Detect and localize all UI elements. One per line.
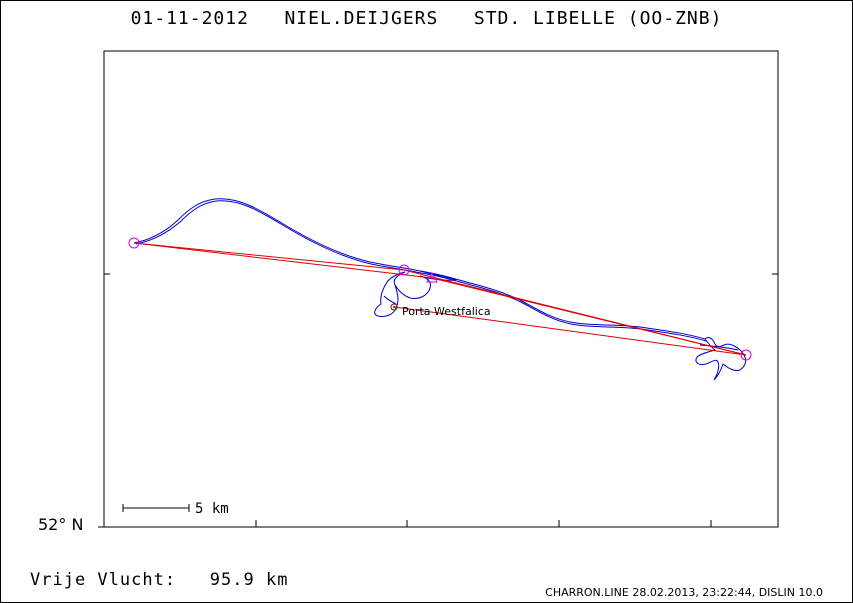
turnpoint-markers <box>128 237 752 361</box>
glider-name: STD. LIBELLE (OO-ZNB) <box>473 8 723 29</box>
scale-bar <box>122 504 190 512</box>
free-flight-distance: Vrije Vlucht: 95.9 km <box>30 570 288 590</box>
waypoint-porta-westfalica: Porta Westfalica <box>390 303 491 318</box>
flight-date: 01-11-2012 <box>130 8 249 29</box>
waypoint-label: Porta Westfalica <box>402 305 491 318</box>
pilot-name: NIEL.DEIJGERS <box>284 8 439 29</box>
flight-title: 01-11-2012 NIEL.DEIJGERS STD. LIBELLE (O… <box>0 8 853 29</box>
task-route <box>133 242 747 356</box>
turnpoint-1-marker <box>398 264 410 276</box>
map-border <box>103 50 779 528</box>
gps-track <box>133 198 747 381</box>
distance-label: Vrije Vlucht: <box>30 570 177 590</box>
scale-bar-label: 5 km <box>195 501 229 517</box>
finish-point-marker <box>740 349 752 361</box>
latitude-label: 52° N <box>38 515 84 534</box>
turnpoint-2-marker <box>426 271 438 283</box>
software-credit: CHARRON.LINE 28.02.2013, 23:22:44, DISLI… <box>545 586 823 599</box>
start-point-marker <box>128 237 140 249</box>
map-ticks <box>98 273 778 528</box>
distance-value: 95.9 km <box>209 570 289 590</box>
